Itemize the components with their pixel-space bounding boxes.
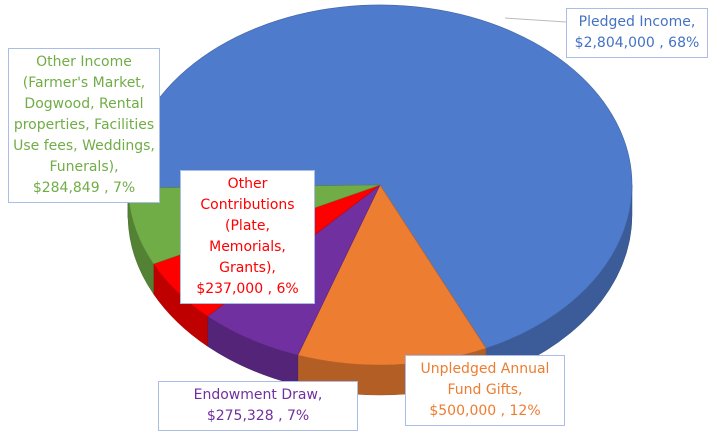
data-label: Unpledged Annual Fund Gifts, $500,000 , 1… [405,355,565,426]
label-category: Other Contributions (Plate, Memorials, G… [200,176,295,276]
label-value: $275,328 , 7% [206,408,310,424]
label-value: $2,804,000 , 68% [574,35,700,51]
slice [127,4,633,349]
data-label: Other Income (Farmer's Market, Dogwood, … [8,48,160,203]
label-value: $237,000 , 6% [196,281,299,297]
label-category: Endowment Draw, [193,387,323,403]
slice [297,184,487,366]
data-label: Pledged Income, $2,804,000 , 68% [566,8,708,58]
data-label: Other Contributions (Plate, Memorials, G… [180,170,315,304]
label-category: Pledged Income, [578,14,696,30]
leader-line [504,17,567,23]
label-value: $500,000 , 12% [429,403,541,419]
label-category: Other Income (Farmer's Market, Dogwood, … [13,54,155,175]
label-category: Unpledged Annual Fund Gifts, [420,361,550,398]
data-label: Endowment Draw, $275,328 , 7% [158,381,358,431]
label-value: $284,849 , 7% [32,180,136,196]
